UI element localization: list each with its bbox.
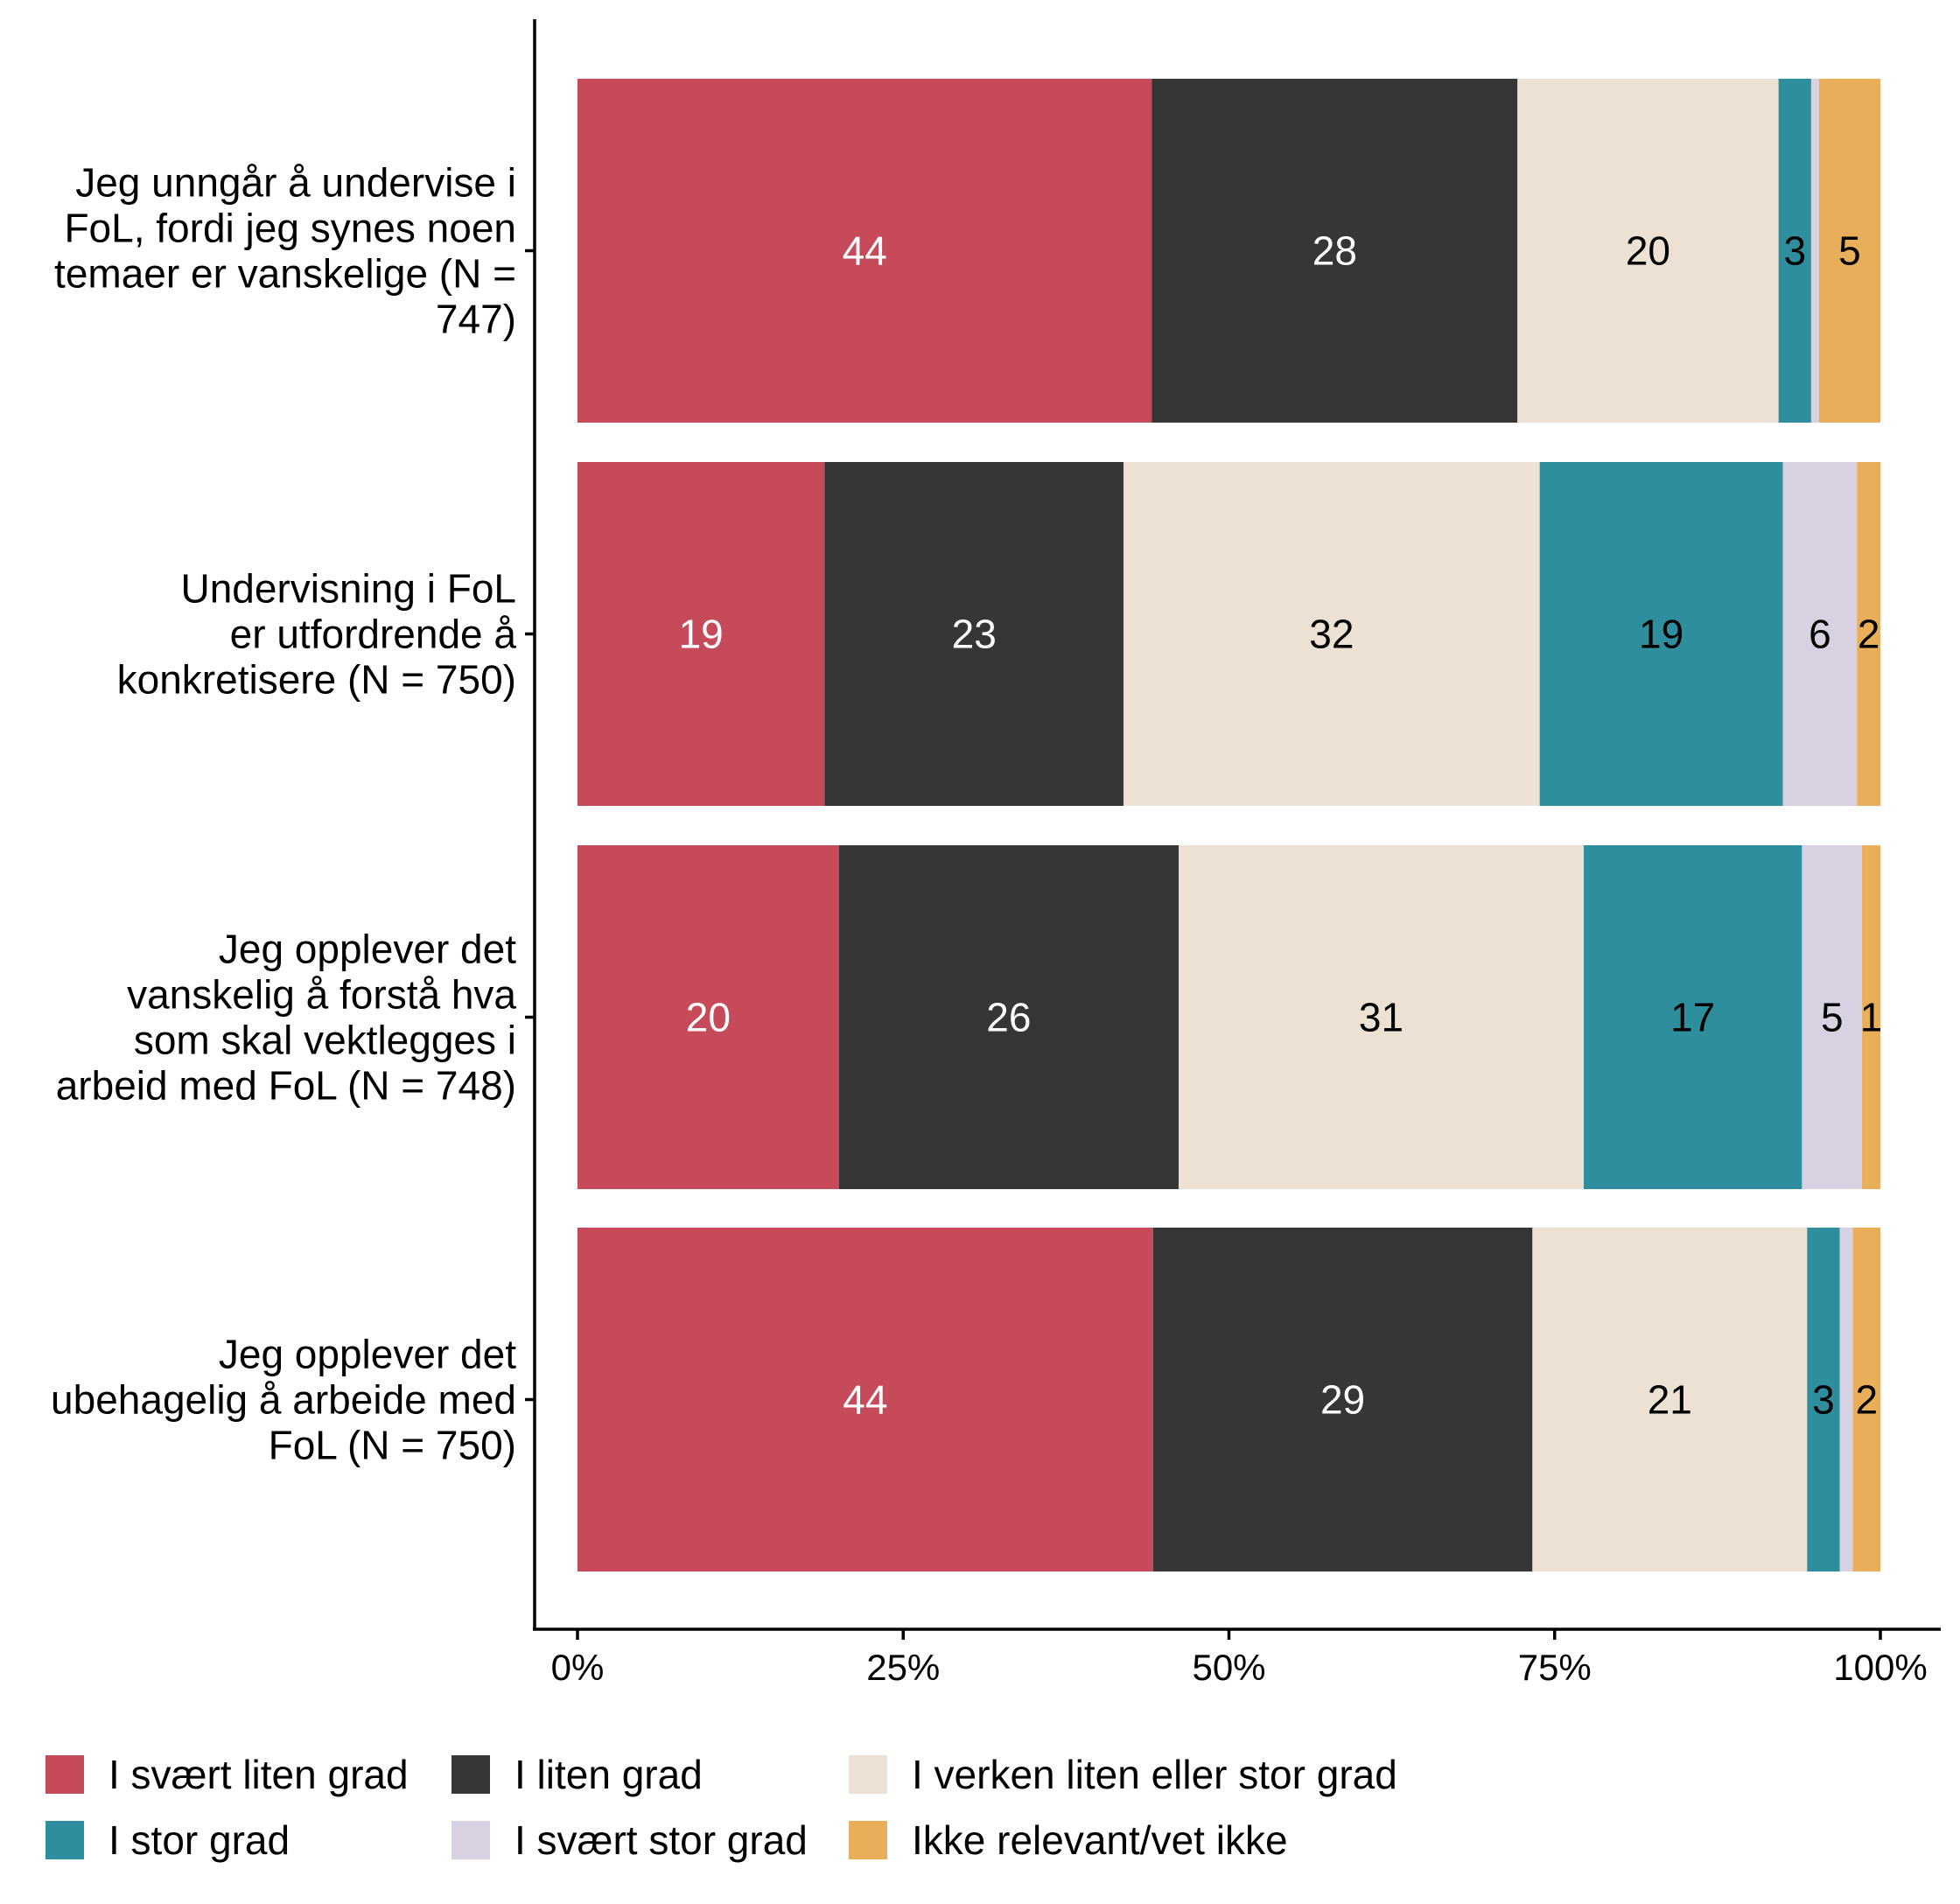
bars-layer: [578, 79, 1880, 1572]
category-label: Jeg opplever det ubehagelig å arbeide med…: [51, 1332, 516, 1468]
category-label: Jeg unngår å undervise i FoL, fordi jeg s…: [54, 160, 516, 342]
bar-segment: [578, 845, 839, 1189]
bar-segment: [1539, 462, 1783, 806]
value-label: 32: [1309, 612, 1354, 657]
legend-swatch: [849, 1821, 887, 1859]
bar-segment: [1810, 79, 1819, 423]
legend-label: I liten grad: [514, 1752, 703, 1797]
bar-segment: [1778, 79, 1811, 423]
legend-label: I svært liten grad: [108, 1752, 409, 1797]
value-label: 5: [1838, 228, 1861, 274]
x-ticks-layer: 0% 25% 50% 75% 100%: [551, 1629, 1928, 1688]
value-label: 19: [679, 612, 724, 657]
legend: I svært liten grad I liten grad I verken l…: [46, 1752, 1397, 1863]
bar-segment: [1583, 845, 1802, 1189]
bar-segment: [578, 462, 825, 806]
legend-label: Ikke relevant/vet ikke: [912, 1817, 1288, 1863]
x-tick-label: 75%: [1518, 1647, 1592, 1688]
value-label: 44: [843, 1377, 887, 1423]
value-label: 20: [686, 995, 731, 1040]
value-label: 2: [1858, 612, 1880, 657]
legend-swatch: [452, 1755, 490, 1794]
value-labels-layer: 44 28 20 3 519 23 32 19 6 220 26 31 17 5 144 29 21 3 2: [679, 228, 1883, 1423]
value-label: 5: [1821, 995, 1844, 1040]
legend-label: I stor grad: [108, 1817, 290, 1863]
bar-segment: [1857, 462, 1880, 806]
value-label: 26: [986, 995, 1031, 1040]
category-label: Jeg opplever det vanskelig å forstå hva so…: [56, 927, 517, 1109]
bar-segment: [1124, 462, 1540, 806]
value-label: 20: [1626, 228, 1670, 274]
value-label: 3: [1812, 1377, 1835, 1423]
value-label: 2: [1856, 1377, 1879, 1423]
bar-segment: [1839, 1228, 1853, 1572]
bar-segment: [838, 845, 1180, 1189]
x-tick-label: 0%: [551, 1647, 605, 1688]
category-labels-layer: Jeg unngår å undervise i FoL, fordi jeg s…: [51, 160, 516, 1468]
bar-segment: [824, 462, 1124, 806]
value-label: 3: [1783, 228, 1806, 274]
value-label: 31: [1359, 995, 1404, 1040]
bar-segment: [1179, 845, 1584, 1189]
legend-swatch: [452, 1821, 490, 1859]
bar-segment: [1152, 1228, 1533, 1572]
bar-segment: [1862, 845, 1880, 1189]
value-label: 1: [1860, 995, 1883, 1040]
bar-segment: [1852, 1228, 1880, 1572]
bar-segment: [578, 79, 1152, 423]
x-tick-label: 100%: [1833, 1647, 1927, 1688]
value-label: 17: [1670, 995, 1715, 1040]
x-tick-label: 50%: [1192, 1647, 1265, 1688]
legend-swatch: [46, 1821, 84, 1859]
bar-segment: [1517, 79, 1779, 423]
bar-segment: [1807, 1228, 1840, 1572]
legend-label: I svært stor grad: [514, 1817, 808, 1863]
value-label: 23: [952, 612, 997, 657]
bar-segment: [1818, 79, 1880, 423]
y-ticks-layer: [525, 248, 535, 1402]
value-label: 28: [1312, 228, 1357, 274]
category-label: Undervisning i FoL er utfordrende å konkre…: [117, 566, 517, 703]
bar-segment: [1802, 845, 1863, 1189]
bar-segment: [1152, 79, 1518, 423]
bar-segment: [578, 1228, 1153, 1572]
value-label: 44: [843, 228, 887, 274]
value-label: 19: [1639, 612, 1684, 657]
x-tick-label: 25%: [866, 1647, 940, 1688]
value-label: 29: [1320, 1377, 1365, 1423]
value-label: 6: [1809, 612, 1831, 657]
legend-label: I verken liten eller stor grad: [912, 1752, 1397, 1797]
legend-swatch: [849, 1755, 887, 1794]
bar-segment: [1532, 1228, 1808, 1572]
legend-swatch: [46, 1755, 84, 1794]
value-label: 21: [1648, 1377, 1692, 1423]
bar-segment: [1782, 462, 1858, 806]
